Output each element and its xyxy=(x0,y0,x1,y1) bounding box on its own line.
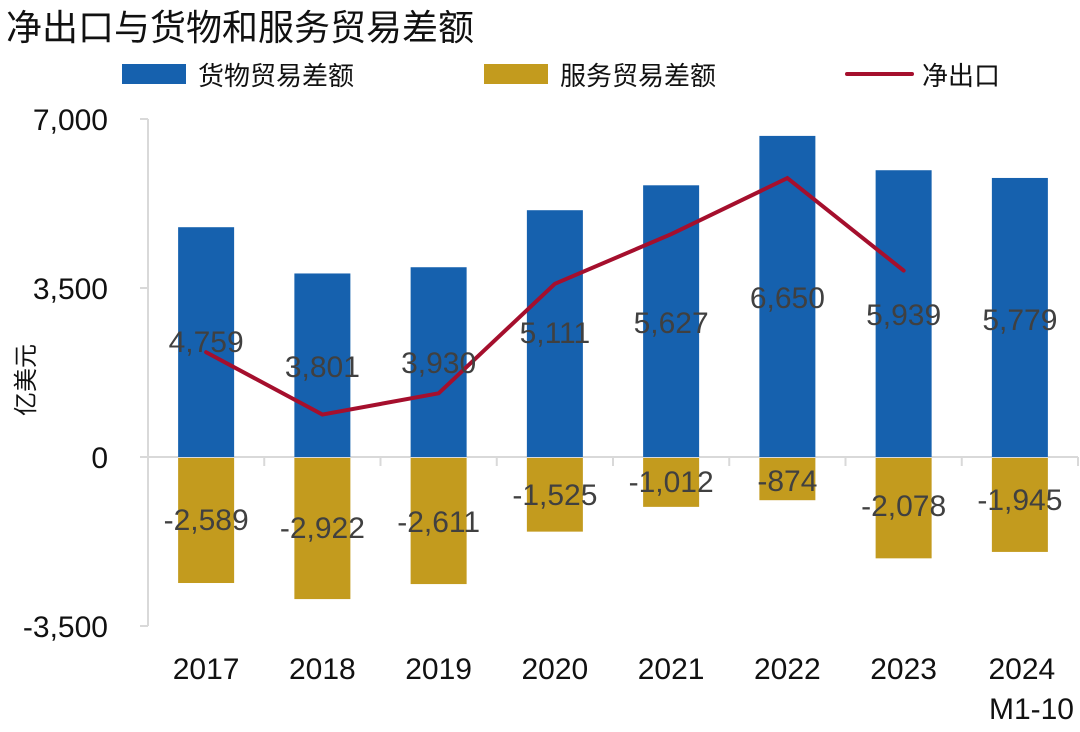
goods-data-label: 6,650 xyxy=(750,282,825,315)
x-tick-label: 2022 xyxy=(754,653,821,686)
services-data-label: -2,922 xyxy=(280,512,365,545)
net-exports-line-group xyxy=(204,175,906,417)
x-tick-label: 2021 xyxy=(638,653,705,686)
goods-data-label: 3,801 xyxy=(285,351,360,384)
goods-bar[interactable] xyxy=(991,177,1048,458)
services-data-label: -2,078 xyxy=(861,490,946,523)
bars xyxy=(178,135,1048,600)
legend-label-net-exports: 净出口 xyxy=(922,62,1000,92)
x-tick-label: 2019 xyxy=(405,653,472,686)
services-bar[interactable] xyxy=(294,458,351,600)
goods-bar[interactable] xyxy=(875,170,932,457)
y-tick-label: 3,500 xyxy=(33,273,108,306)
goods-bar[interactable] xyxy=(410,267,467,457)
x-tick-label: 2018 xyxy=(289,653,356,686)
legend-label-services: 服务贸易差额 xyxy=(560,62,716,92)
services-data-label: -1,525 xyxy=(512,479,597,512)
services-data-label: -1,012 xyxy=(629,466,714,499)
y-tick-label: 0 xyxy=(91,442,108,475)
x-tick-label: 2023 xyxy=(870,653,937,686)
services-data-label: -1,945 xyxy=(977,484,1062,517)
legend-swatch-goods xyxy=(122,64,186,84)
y-axis-label: 亿美元 xyxy=(12,344,40,416)
goods-bar[interactable] xyxy=(643,185,700,458)
services-data-label: -2,589 xyxy=(164,504,249,537)
legend-item-net-exports[interactable]: 净出口 xyxy=(845,62,1000,92)
goods-data-label: 4,759 xyxy=(169,326,244,359)
x-tick-label: 2017 xyxy=(173,653,240,686)
x-axis-labels: 2017 2018 2019 2020 2021 2022 2023 2024 M1-10 xyxy=(173,653,1074,726)
services-data-label: -874 xyxy=(757,465,817,498)
goods-data-label: 5,627 xyxy=(634,307,709,340)
services-bar[interactable] xyxy=(410,458,467,585)
legend-swatch-services xyxy=(484,64,548,84)
goods-bar[interactable] xyxy=(294,273,351,457)
goods-data-label: 5,111 xyxy=(520,317,591,350)
data-labels: 4,759 3,801 3,930 5,111 5,627 6,650 5,939 5,779… xyxy=(164,282,1063,545)
services-data-label: -2,611 xyxy=(397,506,480,539)
legend-label-goods: 货物贸易差额 xyxy=(198,62,354,92)
goods-bar[interactable] xyxy=(178,227,235,457)
x-tick-label: 2020 xyxy=(522,653,589,686)
legend-item-goods[interactable]: 货物贸易差额 xyxy=(122,62,354,92)
chart-title: 净出口与货物和服务贸易差额 xyxy=(6,8,474,49)
legend: 货物贸易差额 服务贸易差额 净出口 xyxy=(122,62,1000,92)
services-bar[interactable] xyxy=(759,458,816,501)
y-tick-label: -3,500 xyxy=(23,611,108,644)
goods-bar[interactable] xyxy=(526,210,583,457)
x-tick-label: M1-10 xyxy=(989,693,1074,726)
goods-data-label: 5,779 xyxy=(982,304,1057,337)
legend-item-services[interactable]: 服务贸易差额 xyxy=(484,62,716,92)
y-tick-label: 7,000 xyxy=(33,104,108,137)
services-bar[interactable] xyxy=(178,458,235,584)
goods-data-label: 5,939 xyxy=(866,299,941,332)
x-tick-label: 2024 xyxy=(989,653,1056,686)
services-bar[interactable] xyxy=(643,458,700,507)
services-bar[interactable] xyxy=(526,458,583,532)
goods-bar[interactable] xyxy=(759,135,816,457)
goods-data-label: 3,930 xyxy=(401,347,476,380)
services-bar[interactable] xyxy=(875,458,932,559)
services-bar[interactable] xyxy=(991,458,1048,552)
